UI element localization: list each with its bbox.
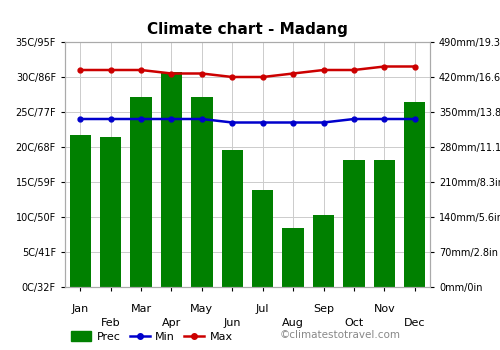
Text: Apr: Apr — [162, 317, 181, 328]
Bar — [344, 160, 364, 287]
Bar — [161, 72, 182, 287]
Bar — [222, 149, 243, 287]
Text: Dec: Dec — [404, 317, 425, 328]
Text: Jan: Jan — [72, 304, 89, 314]
Bar — [313, 215, 334, 287]
Text: Jun: Jun — [224, 317, 241, 328]
Bar — [130, 97, 152, 287]
Bar — [100, 137, 122, 287]
Bar — [191, 97, 212, 287]
Text: Jul: Jul — [256, 304, 270, 314]
Text: Nov: Nov — [374, 304, 395, 314]
Legend: Prec, Min, Max: Prec, Min, Max — [67, 327, 237, 346]
Bar — [252, 189, 274, 287]
Text: May: May — [190, 304, 214, 314]
Text: Sep: Sep — [313, 304, 334, 314]
Bar — [282, 228, 304, 287]
Text: Aug: Aug — [282, 317, 304, 328]
Text: Oct: Oct — [344, 317, 364, 328]
Text: Feb: Feb — [101, 317, 120, 328]
Bar — [70, 134, 91, 287]
Bar — [374, 160, 395, 287]
Bar — [404, 102, 425, 287]
Text: Mar: Mar — [130, 304, 152, 314]
Title: Climate chart - Madang: Climate chart - Madang — [147, 22, 348, 37]
Text: ©climatestotravel.com: ©climatestotravel.com — [280, 329, 401, 340]
